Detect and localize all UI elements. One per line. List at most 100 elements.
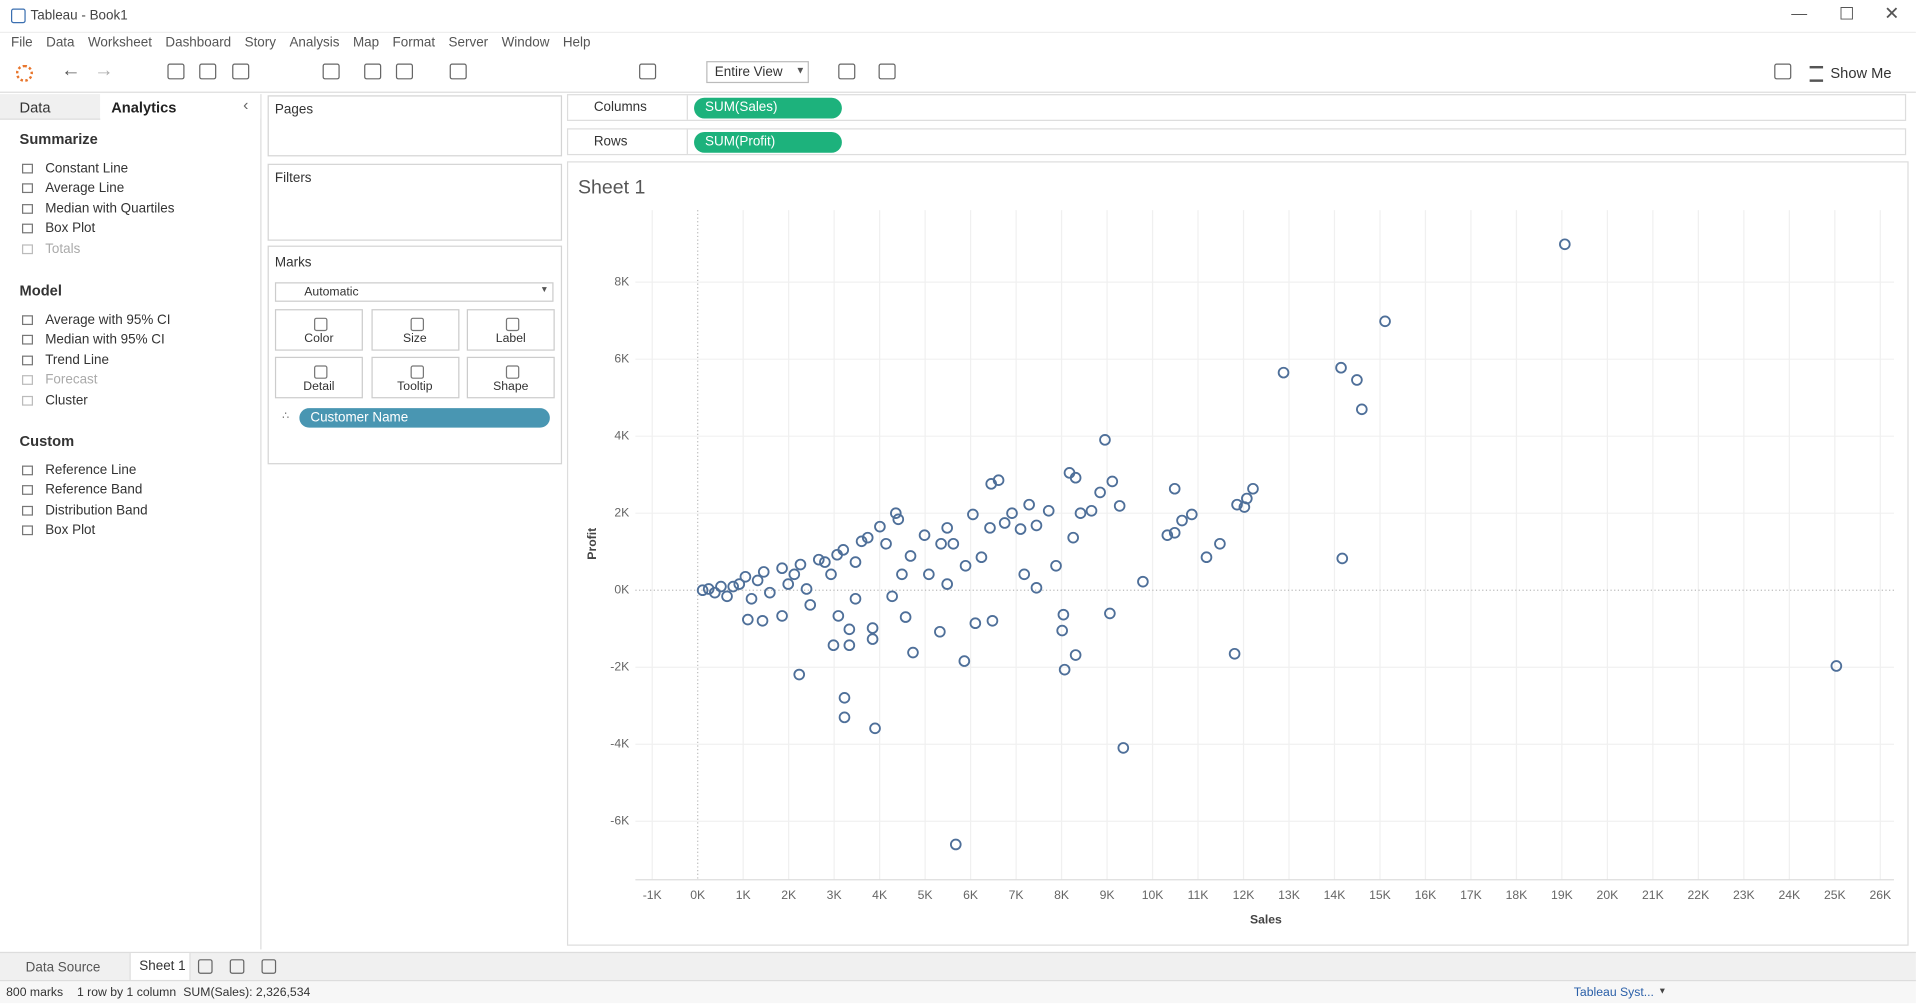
menu-item[interactable]: Format — [392, 35, 436, 51]
data-point — [715, 580, 727, 593]
new-dashboard-button[interactable] — [229, 959, 245, 974]
menu-item[interactable]: Dashboard — [165, 35, 232, 51]
data-point — [985, 478, 998, 490]
text-button[interactable] — [639, 63, 657, 80]
analytics-item[interactable]: Box Plot — [45, 523, 96, 538]
duplicate-button[interactable] — [364, 63, 382, 80]
analytics-item[interactable]: Trend Line — [45, 352, 109, 368]
y-tick-label: 8K — [614, 274, 629, 288]
status-bar: Tableau Syst... ▼ 800 marks 1 row by 1 co… — [0, 979, 1916, 1004]
menu-item[interactable]: Data — [46, 35, 75, 51]
data-point — [849, 556, 862, 568]
data-point — [1023, 498, 1035, 511]
button-label: Detail — [303, 380, 335, 394]
analytics-item[interactable]: Average with 95% CI — [45, 312, 171, 328]
menu-item[interactable]: Worksheet — [87, 35, 152, 51]
item-icon — [21, 315, 33, 326]
new-sheet-button[interactable] — [197, 959, 213, 974]
analytics-item[interactable]: Box Plot — [45, 221, 96, 237]
button-icon — [314, 317, 328, 332]
show-me-button[interactable]: Show Me — [1809, 64, 1916, 84]
marks-button[interactable]: Detail — [274, 356, 363, 399]
shelf-pill[interactable]: SUM(Profit) — [694, 131, 842, 153]
data-point — [866, 633, 879, 645]
marks-button[interactable]: Shape — [466, 356, 555, 399]
new-story-button[interactable] — [261, 959, 277, 974]
close-button[interactable]: ✕ — [1884, 3, 1900, 25]
card-title: Marks — [274, 255, 312, 271]
menu-item[interactable]: Server — [448, 35, 489, 51]
data-point — [1379, 315, 1391, 328]
data-point — [757, 566, 770, 578]
detail-pill[interactable]: Customer Name — [299, 408, 550, 428]
fit-dropdown[interactable]: Entire View ▼ — [706, 61, 809, 84]
x-tick-label: 15K — [1369, 888, 1391, 902]
data-point — [1830, 660, 1843, 672]
sheet-tab[interactable]: Sheet 1 — [129, 953, 191, 982]
analytics-item[interactable]: Reference Band — [45, 483, 143, 498]
save-button[interactable] — [167, 63, 185, 80]
data-point — [907, 646, 919, 659]
menu-item[interactable]: Map — [352, 35, 380, 51]
redo-button[interactable]: → — [94, 59, 114, 81]
user-menu[interactable]: Tableau Syst... ▼ — [1573, 986, 1667, 1000]
data-point — [1085, 504, 1098, 517]
analytics-item[interactable]: Constant Line — [45, 161, 129, 176]
y-tick-label: -2K — [610, 659, 629, 673]
analytics-item[interactable]: Median with Quartiles — [45, 201, 175, 217]
window-title: Tableau - Book1 — [30, 8, 128, 24]
data-point — [843, 639, 856, 652]
menu-item[interactable]: Window — [501, 35, 550, 51]
mark-type-dropdown[interactable]: Automatic ▼ — [274, 282, 554, 302]
analytics-tab[interactable]: Analytics ‹ — [100, 94, 261, 119]
analytics-item: Forecast — [45, 372, 98, 388]
data-point — [941, 578, 953, 590]
menu-item[interactable]: Help — [562, 35, 591, 51]
menu-item[interactable]: File — [10, 35, 33, 51]
x-tick-label: 25K — [1824, 888, 1846, 902]
new-worksheet-button[interactable] — [322, 63, 340, 80]
marks-button[interactable]: Size — [370, 309, 459, 351]
x-tick-label: 12K — [1233, 888, 1255, 902]
analytics-item[interactable]: Distribution Band — [45, 503, 148, 518]
data-point — [788, 568, 801, 581]
marks-button[interactable]: Label — [466, 309, 555, 351]
new-data-source-button[interactable] — [199, 63, 217, 80]
tableau-logo[interactable] — [15, 64, 33, 82]
label-button[interactable] — [838, 63, 856, 80]
item-icon — [21, 335, 33, 346]
analytics-item[interactable]: Cluster — [45, 392, 88, 408]
button-icon — [409, 317, 424, 332]
shelf-divider — [686, 129, 688, 154]
data-point — [727, 580, 739, 593]
tab-label: Sheet 1 — [139, 959, 186, 974]
clear-button[interactable] — [395, 63, 414, 80]
button-label: Tooltip — [397, 380, 433, 394]
maximize-button[interactable]: ☐ — [1838, 3, 1855, 24]
data-point — [776, 610, 788, 622]
swap-button[interactable] — [449, 63, 467, 80]
pause-updates-button[interactable] — [232, 63, 250, 80]
item-icon — [21, 243, 33, 254]
presentation-button[interactable] — [878, 63, 896, 80]
analytics-item[interactable]: Reference Line — [45, 463, 137, 478]
shelf-pill[interactable]: SUM(Sales) — [694, 97, 842, 119]
menu-item[interactable]: Story — [244, 35, 276, 51]
collapse-button[interactable]: ‹ — [243, 95, 249, 114]
data-point — [935, 537, 947, 550]
x-tick-label: 24K — [1778, 888, 1800, 902]
undo-button[interactable]: ← — [61, 59, 81, 81]
data-source-tab[interactable]: Data Source — [5, 953, 125, 981]
data-tab[interactable]: Data — [0, 94, 101, 120]
y-tick-label: 2K — [614, 505, 629, 519]
analytics-item[interactable]: Average Line — [45, 181, 125, 196]
menu-item[interactable]: Analysis — [289, 35, 340, 51]
data-point — [696, 584, 709, 597]
marks-button[interactable]: Color — [274, 309, 363, 351]
minimize-button[interactable]: — — [1791, 3, 1808, 22]
tooltip-button[interactable] — [1774, 63, 1792, 80]
marks-button[interactable]: Tooltip — [370, 356, 459, 399]
analytics-item[interactable]: Median with 95% CI — [45, 332, 165, 348]
x-tick-label: 0K — [690, 888, 705, 902]
x-tick-label: 18K — [1506, 888, 1528, 902]
